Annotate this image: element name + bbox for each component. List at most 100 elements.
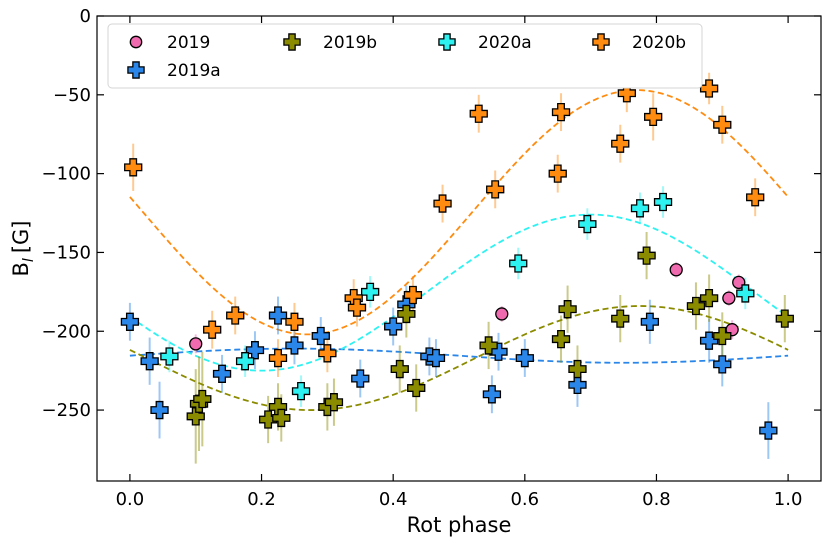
data-point-2019b [611,309,630,328]
data-point-2020b [347,298,367,317]
data-point-2019b [637,246,656,265]
data-point-2019b [407,378,426,398]
data-point-2019b [193,389,212,409]
y-tick-label: −200 [42,321,91,342]
data-point-2020b [124,158,143,177]
data-point-2019b [568,359,587,379]
data-points [120,79,794,440]
legend-marker-2019b [283,33,301,51]
data-point-2020a [509,254,528,273]
data-point-2019a [759,421,778,440]
data-point-2019b [272,408,291,428]
data-point-2019 [495,307,509,321]
x-tick-label: 0.2 [247,489,276,510]
data-point-2020a [578,214,597,234]
fit-curve-2019a [129,347,789,364]
data-point-2020b [486,180,505,199]
data-point-2020b [285,312,304,331]
data-point-2020b [268,348,288,368]
fit-curves [129,89,789,411]
legend-marker-2019a [127,61,145,79]
fit-curve-2020b [129,89,789,336]
x-tick-label: 0.8 [642,489,671,510]
data-point-2020b [617,84,636,103]
legend-label: 2019b [323,33,377,53]
y-axis-label: Bl [G] [9,221,37,277]
data-point-2019a [120,312,140,331]
legend-marker-2020b [592,33,610,51]
error-bars [128,72,786,464]
data-point-2019a [482,385,502,404]
x-axis-ticks: 0.0 0.2 0.4 0.6 0.8 1.0 [116,16,803,510]
legend-label: 2020a [478,33,532,53]
data-point-2020b [611,134,630,153]
legend-item-2019: 2019 [129,33,210,53]
data-point-2019a [245,341,265,360]
data-point-2019b [390,359,409,379]
data-point-2019a [212,364,232,383]
data-point-2019 [189,337,203,351]
data-point-2020a [360,282,380,301]
data-point-2020b [203,320,222,339]
data-point-2019b [324,393,344,412]
data-point-2019a [140,352,159,371]
data-point-2020a [291,382,311,401]
data-point-2019b [186,407,205,426]
data-point-2020b [746,188,765,207]
y-axis-label-main: B [9,262,33,276]
data-point-2019a [426,348,446,368]
data-point-2019a [150,400,169,420]
legend-marker-2019 [129,35,143,49]
y-tick-label: 0 [80,6,91,27]
data-point-2020b [713,115,732,134]
data-point-2020b [469,104,488,123]
fit-curve-2019b [129,305,789,411]
data-point-2019a [268,306,288,325]
legend-item-2019b: 2019b [283,33,377,53]
legend-item-2020b: 2020b [592,33,686,53]
data-point-2020a [630,199,650,218]
data-point-2020a [736,284,755,303]
legend-marker-2020a [438,33,456,51]
y-tick-label: −250 [42,400,91,421]
data-point-2019 [722,291,736,305]
data-point-2019b [713,326,732,346]
data-point-2019a [568,375,587,394]
data-point-2020b [226,306,245,325]
x-tick-label: 0.0 [116,489,145,510]
data-point-2019a [384,317,403,336]
legend-item-2020a: 2020a [438,33,532,53]
x-tick-label: 0.4 [379,489,408,510]
data-point-2019b [479,336,498,355]
y-tick-label: −150 [42,242,91,263]
legend-item-2019a: 2019a [127,61,221,81]
data-point-2020b [433,194,452,213]
y-axis-ticks: 0 −50 −100 −150 −200 −250 [42,6,821,421]
data-point-2020b [318,344,337,363]
legend-items: 2019 2019a 2019b 2020a 2020b [127,33,686,81]
legend-label: 2020b [632,33,686,53]
y-tick-label: −50 [53,85,91,106]
legend-box [107,23,703,89]
data-point-2019a [515,348,534,368]
data-point-2019b [686,296,706,316]
data-point-2020b [699,79,719,98]
data-point-2019b [397,304,416,324]
y-axis-label-unit: [G] [9,221,33,254]
x-axis-label: Rot phase [407,513,512,537]
data-point-2019a [285,336,304,355]
fit-curve-2020a [129,213,789,372]
data-point-2019a [640,312,660,331]
data-point-2020a [160,347,179,366]
data-point-2019b [551,329,571,349]
data-point-2019a [713,355,732,374]
data-point-2020b [551,103,571,122]
legend: 2019 2019a 2019b 2020a 2020b [107,23,703,89]
data-point-2019b [258,410,278,429]
data-point-2019b [775,309,794,328]
legend-label: 2019a [167,61,221,81]
x-tick-label: 1.0 [774,489,803,510]
data-point-2019 [669,263,683,277]
x-tick-label: 0.6 [510,489,539,510]
